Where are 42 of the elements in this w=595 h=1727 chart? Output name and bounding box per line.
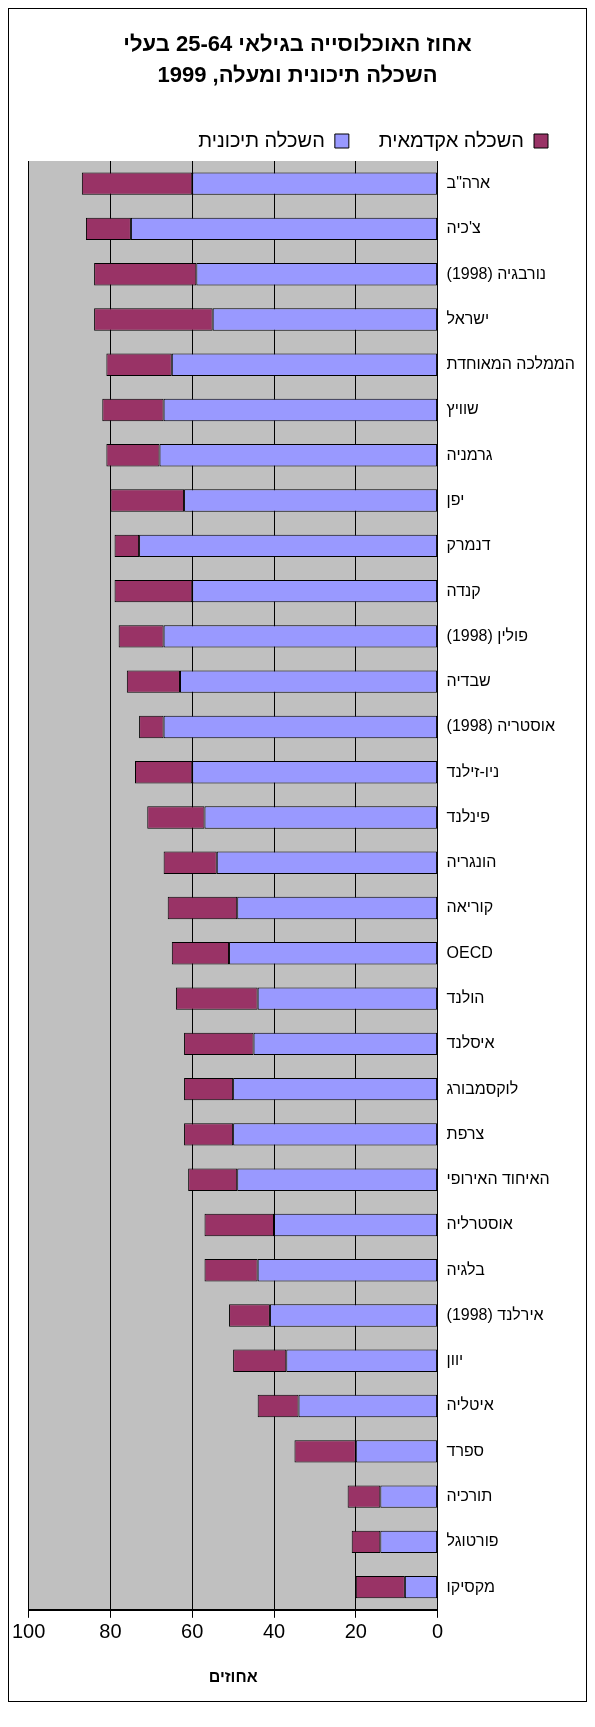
y-tick-label: יפן <box>446 490 465 508</box>
y-tick-label: ישראל <box>446 309 490 327</box>
y-tick-label: שוויץ <box>446 400 479 418</box>
x-axis-title: אחוזים <box>208 1667 258 1685</box>
x-tick-label: 20 <box>344 1619 367 1642</box>
y-tick-label: האיחוד האירופי <box>446 1169 550 1187</box>
y-tick-label: בלגיה <box>446 1260 486 1278</box>
x-tick-label: 60 <box>181 1619 204 1642</box>
y-tick-label: פינלנד <box>446 807 490 825</box>
y-tick-label: ספרד <box>446 1441 485 1459</box>
y-tick-label: דנמרק <box>446 535 491 553</box>
chart-title: אחוז האוכלוסייה בגילאי 25-64 בעלי השכלה תיכונית ומעלה, 1999 <box>122 30 473 89</box>
y-tick-label: שבדיה <box>446 671 491 689</box>
y-tick-label: גרמניה <box>446 445 493 463</box>
y-tick-label: איטליה <box>446 1396 494 1414</box>
x-tick-label: 40 <box>262 1619 286 1642</box>
y-tick-label: הולנד <box>446 988 485 1006</box>
x-tick-label: 100 <box>12 1619 46 1642</box>
y-tick-label: ארה"ב <box>446 173 491 191</box>
y-tick-label: מקסיקו <box>446 1577 496 1595</box>
y-tick-label: פורטוגל <box>446 1531 499 1549</box>
y-tick-label: ניו-זילנד <box>446 762 500 780</box>
y-tick-label: אירלנד (1998) <box>446 1305 544 1323</box>
y-tick-label: אוסטריה (1998) <box>446 716 555 734</box>
y-tick-label: אוסטרליה <box>446 1214 513 1232</box>
y-tick-label: לוקסמבורג <box>446 1079 519 1097</box>
y-tick-label: איסלנד <box>446 1033 495 1051</box>
legend-label: השכלה תיכונית <box>198 128 325 151</box>
x-tick-label: 0 <box>432 1619 444 1642</box>
y-tick-label: תורכיה <box>446 1486 493 1504</box>
y-tick-label: הונגריה <box>446 852 497 870</box>
y-tick-label: יוון <box>446 1350 464 1368</box>
y-tick-label: צרפת <box>446 1124 485 1142</box>
x-tick-label: 80 <box>99 1619 122 1642</box>
y-tick-label: נורבגיה (1998) <box>446 264 547 282</box>
y-tick-label: הממלכה המאוחדת <box>446 354 575 372</box>
legend-label: השכלה אקדמאית <box>378 128 524 151</box>
y-tick-label: קנדה <box>446 581 481 599</box>
y-tick-label: קוריאה <box>446 898 494 916</box>
y-tick-label: צ'כיה <box>446 218 482 236</box>
y-tick-label: OECD <box>446 943 493 961</box>
y-tick-label: פולין (1998) <box>446 626 528 644</box>
